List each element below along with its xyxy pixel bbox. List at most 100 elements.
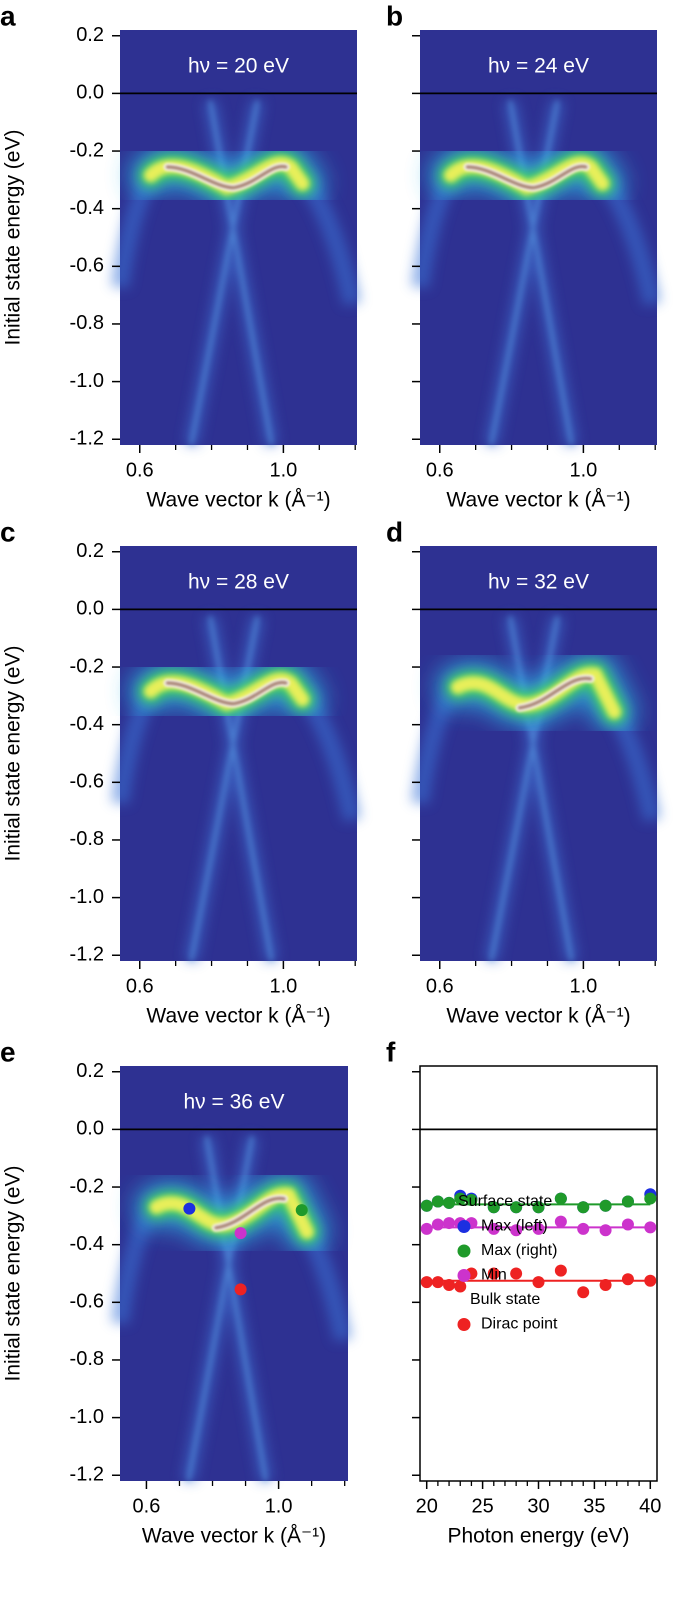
panel-label: d (386, 516, 403, 547)
data-point (443, 1279, 456, 1292)
y-tick-label: -1.0 (70, 1406, 104, 1428)
plot-title: hν = 20 eV (188, 55, 289, 78)
y-tick-label: 0.2 (76, 24, 104, 46)
data-point (621, 1273, 634, 1286)
legend-marker (457, 1269, 471, 1282)
x-tick-label: 35 (583, 1495, 605, 1517)
data-point (532, 1276, 545, 1289)
panel: a hν = 20 eV 0.2 0.0 -0.2 -0.4 -0.6 -0.8 -1.0 -1.… (0, 0, 362, 512)
x-tick-label: 40 (639, 1495, 661, 1517)
y-tick-label: 0.0 (76, 82, 104, 104)
data-point (599, 1224, 612, 1237)
data-point (599, 1199, 612, 1212)
data-point (577, 1201, 590, 1214)
y-tick-label: -0.2 (70, 1175, 104, 1197)
x-tick-label: 0.6 (426, 459, 454, 481)
y-tick-label: -0.4 (70, 1233, 104, 1255)
legend-label: Max (left) (481, 1218, 548, 1235)
x-axis-label: Wave vector k (Å⁻¹) (446, 1005, 630, 1028)
data-point (487, 1222, 500, 1235)
data-point (577, 1286, 590, 1299)
data-point (621, 1218, 634, 1231)
data-point (431, 1195, 444, 1208)
legend-group-title: Surface state (458, 1193, 552, 1210)
data-point (644, 1192, 657, 1205)
data-point (644, 1221, 657, 1234)
panel-label: e (0, 1036, 16, 1067)
data-point (554, 1264, 567, 1277)
data-point (554, 1192, 567, 1205)
panel-label: b (386, 0, 403, 31)
data-point (510, 1224, 523, 1237)
y-tick-label: -1.2 (70, 428, 104, 450)
x-axis-label: Photon energy (eV) (447, 1525, 629, 1548)
x-tick-label: 25 (471, 1495, 493, 1517)
x-tick-label: 1.0 (269, 459, 297, 481)
y-tick-label: -0.8 (70, 1348, 104, 1370)
y-tick-label: 0.2 (76, 1060, 104, 1082)
data-point (532, 1222, 545, 1235)
legend-label: Dirac point (481, 1316, 558, 1333)
plot-title: hν = 36 eV (184, 1091, 285, 1114)
y-tick-label: -0.2 (70, 139, 104, 161)
panel-label: f (386, 1036, 396, 1067)
plot-title: hν = 24 eV (488, 55, 589, 78)
y-tick-label: 0.0 (76, 598, 104, 620)
panel: f 20 25 30 35 40 Photon energy (eV) Surface sta… (386, 1036, 661, 1547)
x-tick-label: 0.6 (126, 459, 154, 481)
data-point (431, 1276, 444, 1289)
y-tick-label: -1.2 (70, 944, 104, 966)
plot-frame (419, 1065, 658, 1482)
data-point (454, 1280, 467, 1293)
data-point (487, 1201, 500, 1214)
y-tick-label: -1.0 (70, 886, 104, 908)
x-tick-label: 1.0 (265, 1495, 293, 1517)
y-tick-label: 0.0 (76, 1118, 104, 1140)
y-axis-label: Initial state energy (eV) (2, 646, 25, 862)
plot-title: hν = 32 eV (488, 571, 589, 594)
x-tick-label: 0.6 (426, 975, 454, 997)
y-axis-label: Initial state energy (eV) (2, 1166, 25, 1382)
data-point (577, 1222, 590, 1235)
y-tick-label: -0.4 (70, 713, 104, 735)
panel-label: c (0, 516, 16, 547)
y-tick-label: -0.6 (70, 771, 104, 793)
feature-point (234, 1283, 247, 1296)
y-tick-label: -0.6 (70, 1291, 104, 1313)
band-core-dark (165, 164, 288, 190)
data-point (431, 1218, 444, 1231)
plot-title: hν = 28 eV (188, 571, 289, 594)
legend-label: Max (right) (481, 1242, 557, 1259)
data-point (420, 1276, 433, 1289)
data-point (510, 1267, 523, 1280)
band-core-dark (518, 676, 593, 710)
x-tick-label: 30 (527, 1495, 549, 1517)
data-point (454, 1192, 467, 1205)
data-point (532, 1201, 545, 1214)
panel-label: a (0, 0, 16, 31)
data-point (510, 1201, 523, 1214)
legend-label: Min (481, 1267, 507, 1284)
legend-marker (457, 1220, 471, 1233)
data-point (443, 1196, 456, 1209)
data-point (644, 1274, 657, 1287)
legend-group-title: Bulk state (470, 1291, 540, 1308)
x-tick-label: 20 (416, 1495, 438, 1517)
feature-point (295, 1204, 308, 1217)
y-tick-label: -1.2 (70, 1464, 104, 1486)
legend-marker (457, 1318, 471, 1331)
x-tick-label: 1.0 (569, 459, 597, 481)
data-point (621, 1195, 634, 1208)
band-core-dark (165, 681, 288, 706)
y-tick-label: -0.4 (70, 197, 104, 219)
y-tick-label: 0.2 (76, 540, 104, 562)
legend-marker (457, 1244, 471, 1258)
x-tick-label: 1.0 (569, 975, 597, 997)
y-tick-label: -0.8 (70, 828, 104, 850)
panel: d hν = 32 eV 0.6 1.0 Wave vector k (Å⁻¹) (386, 516, 662, 1028)
x-tick-label: 0.6 (126, 975, 154, 997)
x-tick-label: 1.0 (269, 975, 297, 997)
x-axis-label: Wave vector k (Å⁻¹) (142, 1525, 326, 1548)
